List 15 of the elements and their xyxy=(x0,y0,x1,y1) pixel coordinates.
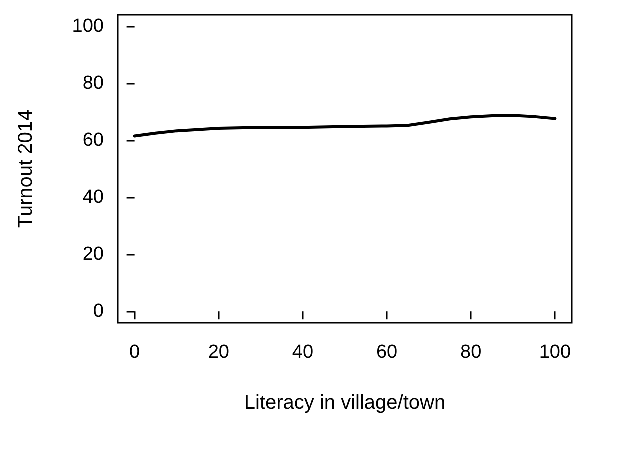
y-tick-label: 0 xyxy=(93,301,104,322)
x-tick-label: 40 xyxy=(292,342,314,363)
y-tick-label: 40 xyxy=(82,187,104,208)
y-tick-label: 60 xyxy=(82,130,104,151)
x-tick-label: 100 xyxy=(539,342,572,363)
x-tick-label: 0 xyxy=(130,342,140,363)
x-tick-label: 60 xyxy=(376,342,398,363)
x-tick-label: 80 xyxy=(460,342,482,363)
line-series xyxy=(133,114,557,138)
y-tick-label: 100 xyxy=(72,16,104,37)
x-axis-title: Literacy in village/town xyxy=(244,392,446,414)
y-tick-label: 80 xyxy=(82,72,104,94)
x-tick-label: 20 xyxy=(208,342,230,363)
y-tick-label: 20 xyxy=(82,244,104,266)
y-axis-title: Turnout 2014 xyxy=(15,110,37,228)
